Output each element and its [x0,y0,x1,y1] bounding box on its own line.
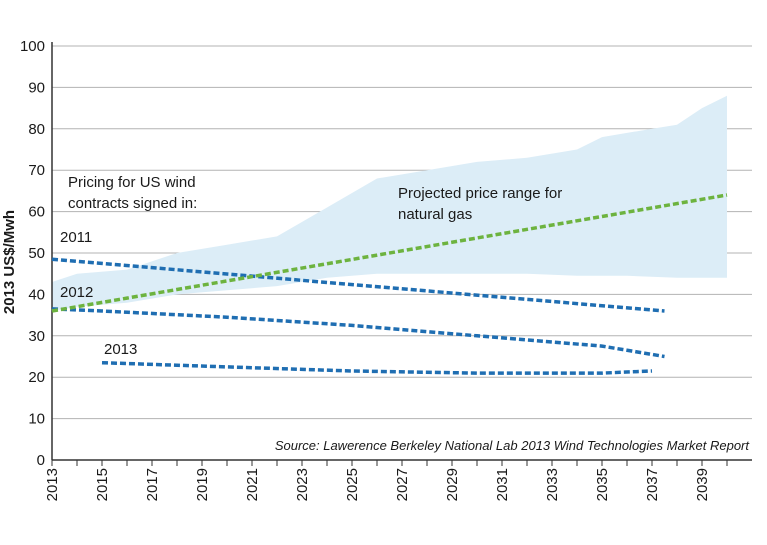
series-line-2012 [51,307,665,359]
series-label-2013: 2013 [104,341,137,358]
y-tick-label-70: 70 [28,162,45,179]
y-tick-label-30: 30 [28,328,45,345]
series-lines [51,193,728,375]
y-tick-label-0: 0 [37,452,45,469]
y-tick-label-90: 90 [28,79,45,96]
series-line-2013 [101,360,653,375]
y-tick-label-50: 50 [28,245,45,262]
gas-annotation-line2: natural gas [398,206,472,223]
x-tick-labels: 2013 2015 2017 2019 2021 2023 2025 2027 2029 2031… [44,468,711,501]
x-tick-label-2027: 2027 [394,468,411,501]
series-label-2012: 2012 [60,284,93,301]
x-tick-label-2015: 2015 [94,468,111,501]
gas-price-range-band [52,95,727,311]
x-tick-label-2037: 2037 [644,468,661,501]
x-tick-label-2039: 2039 [694,468,711,501]
x-tick-label-2023: 2023 [294,468,311,501]
x-tick-label-2025: 2025 [344,468,361,501]
y-tick-label-20: 20 [28,369,45,386]
x-tick-label-2013: 2013 [44,468,61,501]
source-note: Source: Lawerence Berkeley National Lab … [275,438,751,453]
x-tick-label-2035: 2035 [594,468,611,501]
x-tick-label-2019: 2019 [194,468,211,501]
series-line-natural-gas [51,193,728,313]
series-line-2011 [51,257,665,313]
y-tick-label-60: 60 [28,204,45,221]
y-tick-label-40: 40 [28,286,45,303]
x-tick-label-2017: 2017 [144,468,161,501]
x-tick-label-2031: 2031 [494,468,511,501]
series-label-2011: 2011 [60,229,92,246]
x-tick-label-2029: 2029 [444,468,461,501]
x-tick-label-2033: 2033 [544,468,561,501]
y-tick-label-10: 10 [28,411,45,428]
pricing-annotation-line1: Pricing for US wind [68,174,196,191]
axes [51,42,752,466]
x-tick-label-2021: 2021 [244,468,261,501]
gas-annotation-line1: Projected price range for [398,185,562,202]
y-tick-label-100: 100 [20,38,45,55]
y-axis-label: 2013 US$/Mwh [1,210,18,314]
y-tick-labels: 0 10 20 30 40 50 60 70 80 90 100 [20,38,45,469]
pricing-annotation-line2: contracts signed in: [68,195,197,212]
y-tick-label-80: 80 [28,121,45,138]
